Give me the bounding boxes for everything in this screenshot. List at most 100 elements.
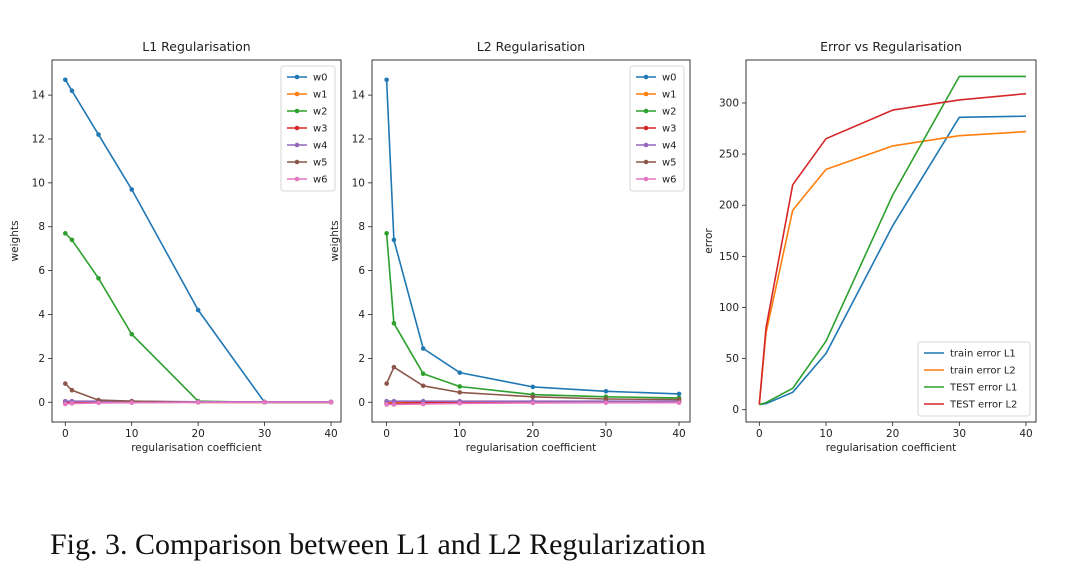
chart-panel-3: Error vs Regularisation 0 10 20 30 40 0 50 100 15… [703,39,1037,454]
legend-label: w5 [662,158,677,169]
y-tick-label: 6 [38,265,45,277]
x-tick-label: 0 [62,428,69,440]
legend-marker [294,142,300,148]
data-point [457,390,463,395]
data-point [96,400,101,406]
legend-marker [643,159,649,165]
legend-label: w1 [662,90,677,101]
data-point [195,307,201,313]
data-point [391,364,397,370]
data-point [603,396,609,402]
legend-marker [294,125,300,131]
legend-marker [294,176,300,182]
data-point [457,384,463,389]
data-point [420,401,426,407]
y-tick-label: 0 [732,404,739,416]
legend-box [917,341,1031,417]
data-point [420,371,426,377]
series-group [384,77,682,407]
data-point [62,77,68,83]
y-tick-label: 50 [726,353,739,365]
data-point [195,399,201,405]
x-tick-label: 30 [953,428,966,440]
y-tick-label: 4 [358,309,365,321]
x-tick-label: 40 [672,428,685,440]
legend-label: train error L1 [950,349,1016,360]
data-point [384,398,389,404]
data-point [62,401,68,407]
x-tick-label: 0 [756,428,763,440]
x-tick-label: 40 [324,428,337,440]
legend-label: w6 [313,175,328,186]
legend-label: w3 [662,124,677,135]
plot-frame [51,59,342,423]
series-line-TEST-error-L1 [759,75,1026,406]
data-point [384,77,389,83]
y-tick-label: 0 [358,397,365,409]
legend-marker [294,108,300,114]
data-point [420,346,426,351]
y-tick-label: 0 [38,397,45,409]
legend-label: w6 [662,175,677,186]
data-point [530,394,536,400]
data-point [384,402,389,407]
x-tick-label: 0 [383,428,390,440]
data-point [530,400,536,406]
data-point [129,187,135,192]
x-axis-label: regularisation coefficient [466,442,597,454]
data-point [457,401,463,406]
legend-box [629,65,685,192]
chart-title: Error vs Regularisation [820,39,962,54]
data-point [69,88,75,94]
data-point [62,231,68,236]
x-tick-label: 30 [599,428,612,440]
legend-label: TEST error L2 [949,400,1017,411]
legend-label: w1 [313,90,328,101]
x-axis-label: regularisation coefficient [131,442,262,454]
x-tick-label: 30 [258,428,271,440]
legend-label: w3 [313,124,328,135]
figure-caption: Fig. 3. Comparison between L1 and L2 Reg… [50,528,706,561]
data-point [603,400,609,405]
data-point [262,399,267,405]
y-tick-label: 10 [352,177,365,189]
data-point [384,231,389,236]
y-tick-label: 4 [38,309,45,321]
x-tick-label: 20 [886,428,899,440]
chart-title: L1 Regularisation [142,39,250,54]
data-point [62,381,68,386]
chart-panel-2: L2 Regularisation 0 10 20 30 40 0 2 4 6 8 10 12 14 reg… [329,39,691,454]
legend-marker [294,91,300,97]
data-point [391,398,397,404]
y-tick-label: 2 [38,353,45,365]
y-axis-label: weights [9,221,21,262]
data-point [420,383,426,389]
legend-marker [643,142,649,148]
legend-label: train error L2 [950,366,1016,377]
data-point [530,384,536,390]
data-point [384,381,389,386]
legend-marker [643,125,649,131]
legend-marker [294,74,300,80]
y-tick-label: 200 [719,200,739,212]
data-point [457,370,463,375]
data-point [96,275,101,281]
series-line-TEST-error-L2 [758,92,1027,405]
y-axis-label: error [703,228,715,254]
y-tick-label: 300 [719,97,739,109]
x-tick-label: 10 [819,428,832,440]
plot-frame [745,59,1037,423]
legend-marker [643,91,649,97]
y-tick-label: 6 [358,265,365,277]
data-point [391,320,397,326]
chart-panel-1: L1 Regularisation 0 10 20 30 40 0 2 4 6 8 10 12 14 reg… [9,39,342,454]
y-tick-label: 100 [719,302,739,314]
y-tick-label: 8 [358,221,365,233]
series-line-w2 [385,233,680,399]
legend-marker [294,159,300,165]
series-group [758,75,1027,406]
data-point [391,237,397,243]
x-tick-label: 20 [191,428,204,440]
y-tick-label: 14 [352,90,366,102]
